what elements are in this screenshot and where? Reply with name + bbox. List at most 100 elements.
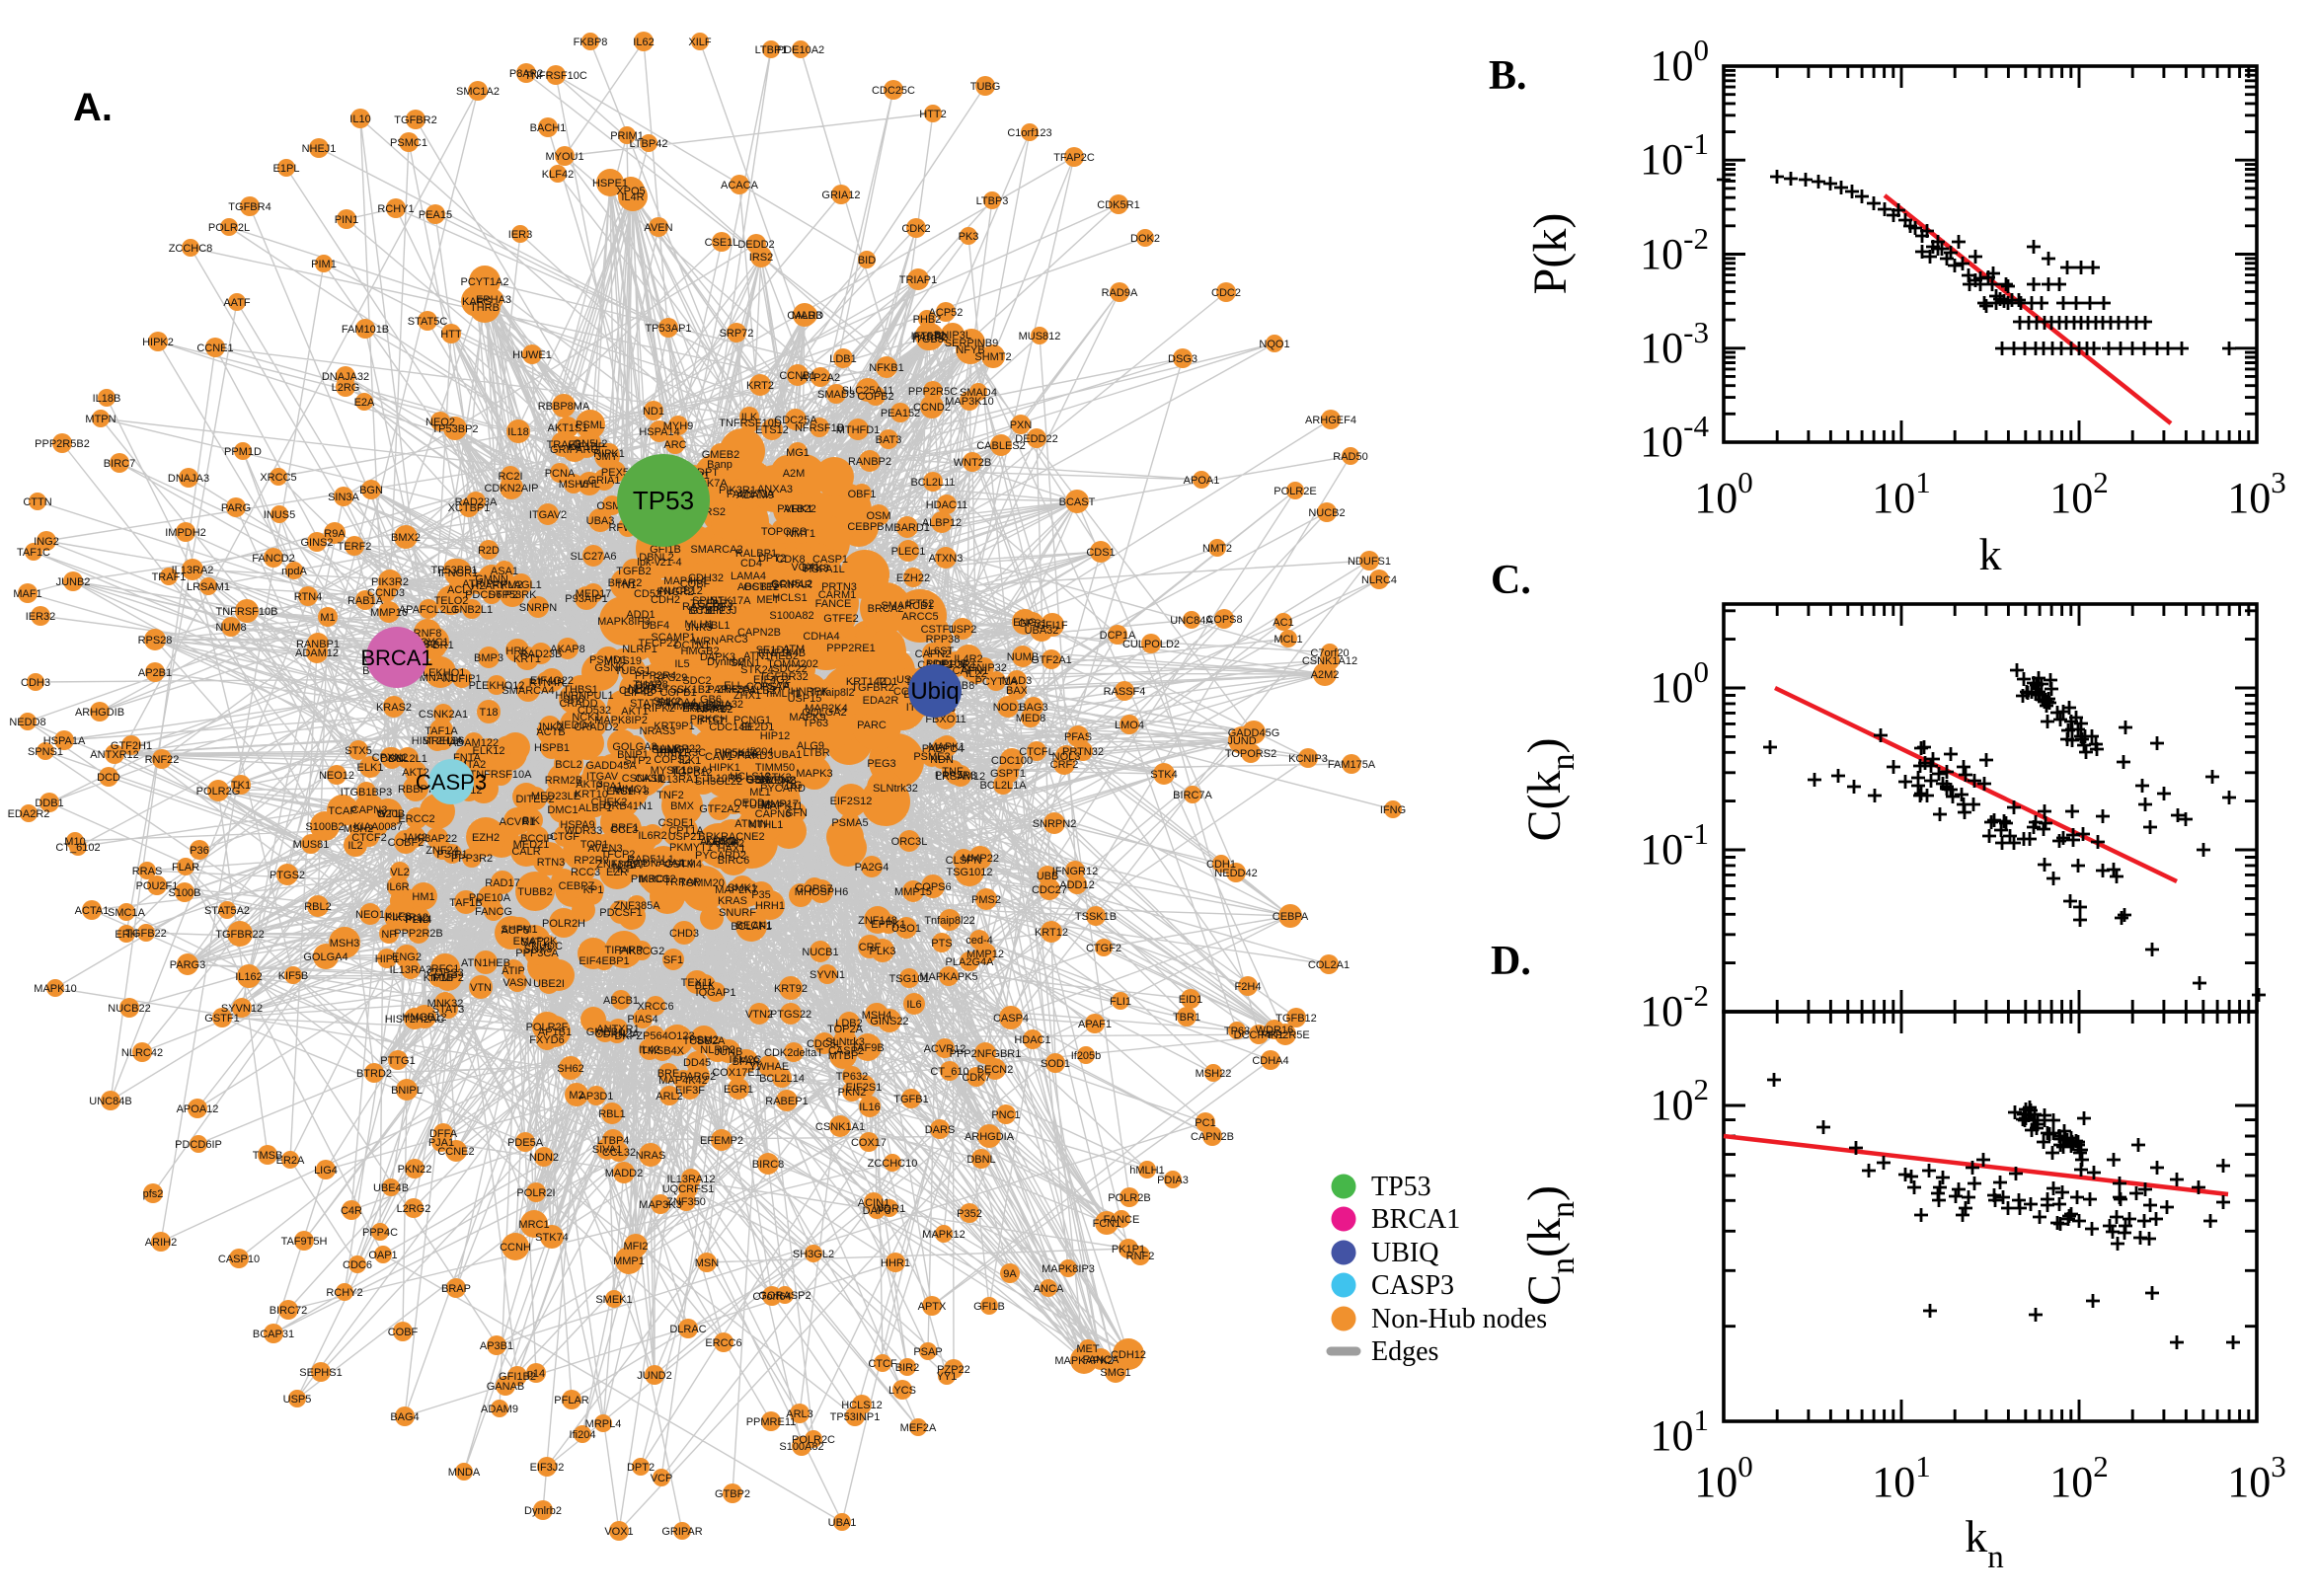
svg-text:Dynlrb2: Dynlrb2 xyxy=(524,1505,562,1517)
svg-text:BIR2: BIR2 xyxy=(895,1362,919,1374)
svg-text:POLR2I: POLR2I xyxy=(516,1187,555,1199)
svg-text:MNAT1: MNAT1 xyxy=(420,672,455,684)
svg-text:S100A4: S100A4 xyxy=(657,697,696,709)
svg-text:ARHGDIA: ARHGDIA xyxy=(965,1131,1015,1143)
svg-text:IRS2: IRS2 xyxy=(749,252,773,264)
svg-text:COPS6: COPS6 xyxy=(914,881,951,893)
svg-text:ADD12: ADD12 xyxy=(1059,879,1094,891)
svg-text:RCC3: RCC3 xyxy=(571,867,600,878)
svg-text:VTN2: VTN2 xyxy=(745,1009,773,1021)
svg-text:DPT2: DPT2 xyxy=(627,1462,655,1474)
svg-text:NEDD8: NEDD8 xyxy=(9,717,45,728)
svg-text:NMT1: NMT1 xyxy=(786,528,815,540)
svg-text:ELL: ELL xyxy=(724,680,743,692)
svg-text:HCLS1: HCLS1 xyxy=(772,592,807,604)
svg-text:9A: 9A xyxy=(1003,1268,1017,1280)
svg-text:TEX11: TEX11 xyxy=(681,977,714,989)
svg-text:CTCF2: CTCF2 xyxy=(351,832,386,844)
svg-text:Ifi204: Ifi204 xyxy=(570,1429,596,1441)
svg-text:PK3: PK3 xyxy=(959,231,979,243)
svg-text:EZH22: EZH22 xyxy=(896,572,930,584)
svg-text:VTN: VTN xyxy=(470,982,492,994)
svg-text:RPP38: RPP38 xyxy=(926,634,961,646)
svg-text:IL6: IL6 xyxy=(906,999,921,1011)
svg-text:CDKN2A: CDKN2A xyxy=(595,1028,640,1040)
svg-text:SLC27A6: SLC27A6 xyxy=(570,551,616,563)
svg-text:CCNH: CCNH xyxy=(500,1242,531,1254)
svg-text:NUMB: NUMB xyxy=(1007,651,1039,663)
svg-text:WDR1: WDR1 xyxy=(874,1203,905,1215)
svg-text:NEO12: NEO12 xyxy=(319,770,354,782)
svg-text:CDK7: CDK7 xyxy=(962,1072,990,1084)
svg-text:P(k): P(k) xyxy=(1524,213,1577,295)
svg-text:DBNL: DBNL xyxy=(966,1154,995,1166)
svg-text:HDAC1: HDAC1 xyxy=(1014,1034,1050,1046)
svg-text:BMX2: BMX2 xyxy=(391,532,421,544)
svg-text:FKBP8: FKBP8 xyxy=(574,37,608,48)
svg-text:S100A82: S100A82 xyxy=(779,1441,823,1453)
svg-text:ND1: ND1 xyxy=(643,406,664,418)
svg-text:FANCG: FANCG xyxy=(475,906,512,918)
svg-text:MED17: MED17 xyxy=(576,588,612,600)
svg-text:UNC84B: UNC84B xyxy=(89,1096,131,1107)
svg-text:CAPN2: CAPN2 xyxy=(915,648,952,660)
svg-text:HRH1: HRH1 xyxy=(755,900,785,912)
svg-text:WRN: WRN xyxy=(693,636,719,647)
svg-text:BRCA1: BRCA1 xyxy=(1371,1204,1460,1235)
svg-text:CTGF2: CTGF2 xyxy=(1086,943,1121,954)
svg-text:SMARCB1: SMARCB1 xyxy=(881,600,933,612)
svg-text:FLI1: FLI1 xyxy=(1110,996,1131,1008)
svg-text:ER2A: ER2A xyxy=(276,1155,305,1167)
svg-text:KCNIP3: KCNIP3 xyxy=(1288,753,1328,765)
svg-text:ACTA1: ACTA1 xyxy=(75,905,110,917)
svg-text:ALG9: ALG9 xyxy=(797,740,824,752)
svg-text:PPP2R2B: PPP2R2B xyxy=(394,928,443,940)
svg-text:DBNL2: DBNL2 xyxy=(639,552,673,564)
svg-text:TOMM202: TOMM202 xyxy=(767,658,818,670)
svg-text:GN5L2: GN5L2 xyxy=(574,438,608,450)
svg-text:DARS: DARS xyxy=(925,1124,956,1136)
svg-text:RASSF4: RASSF4 xyxy=(1104,686,1146,698)
svg-text:DD45: DD45 xyxy=(683,1057,711,1069)
svg-text:Edges: Edges xyxy=(1371,1336,1438,1367)
svg-text:BCAP31: BCAP31 xyxy=(253,1329,294,1340)
svg-text:PALB2: PALB2 xyxy=(742,685,775,697)
svg-text:SNURF: SNURF xyxy=(719,907,756,919)
svg-text:CDC25C: CDC25C xyxy=(872,85,915,97)
svg-text:ILK1: ILK1 xyxy=(679,755,702,767)
svg-text:RBBP8MA: RBBP8MA xyxy=(538,401,590,413)
svg-text:ORC3L: ORC3L xyxy=(891,836,928,848)
svg-text:If205b: If205b xyxy=(1071,1050,1102,1062)
svg-text:MMS19: MMS19 xyxy=(604,655,642,667)
svg-text:JNK2: JNK2 xyxy=(537,722,564,733)
svg-text:RAD17: RAD17 xyxy=(485,877,519,889)
svg-text:STX5: STX5 xyxy=(345,745,372,757)
svg-text:DEDD22: DEDD22 xyxy=(1015,433,1057,445)
svg-text:TGFB12: TGFB12 xyxy=(1275,1013,1317,1025)
svg-text:ZCCHC8: ZCCHC8 xyxy=(169,243,213,255)
svg-text:ERCC6: ERCC6 xyxy=(705,1337,741,1349)
svg-text:ARIH2: ARIH2 xyxy=(145,1237,177,1249)
svg-text:NUCB2: NUCB2 xyxy=(1308,507,1345,519)
svg-text:DFFA: DFFA xyxy=(429,1128,458,1140)
svg-text:COBF: COBF xyxy=(388,1327,419,1338)
svg-text:PRIM1: PRIM1 xyxy=(610,130,644,142)
svg-text:BIRC6: BIRC6 xyxy=(718,855,749,867)
svg-text:SF1: SF1 xyxy=(663,954,683,966)
svg-text:PCYT1A2: PCYT1A2 xyxy=(461,276,509,288)
svg-text:BRF1: BRF1 xyxy=(611,822,639,834)
svg-text:FANCD2: FANCD2 xyxy=(252,553,294,565)
svg-text:IMPDH2: IMPDH2 xyxy=(165,527,206,539)
svg-text:M1: M1 xyxy=(320,612,335,624)
svg-text:MAP4K4: MAP4K4 xyxy=(663,575,706,587)
svg-text:PHB2: PHB2 xyxy=(913,314,942,326)
svg-text:TP53: TP53 xyxy=(633,486,694,515)
svg-text:FAM175A: FAM175A xyxy=(1328,759,1376,771)
svg-text:VOX1: VOX1 xyxy=(604,1526,633,1538)
svg-text:MAP4K42: MAP4K42 xyxy=(658,1075,708,1087)
svg-text:PEA152: PEA152 xyxy=(881,408,920,419)
svg-text:k: k xyxy=(1979,529,2002,579)
svg-text:RTN3: RTN3 xyxy=(537,857,566,869)
svg-text:CDKN2AIP: CDKN2AIP xyxy=(484,483,538,494)
svg-text:FAM173A: FAM173A xyxy=(727,489,775,500)
